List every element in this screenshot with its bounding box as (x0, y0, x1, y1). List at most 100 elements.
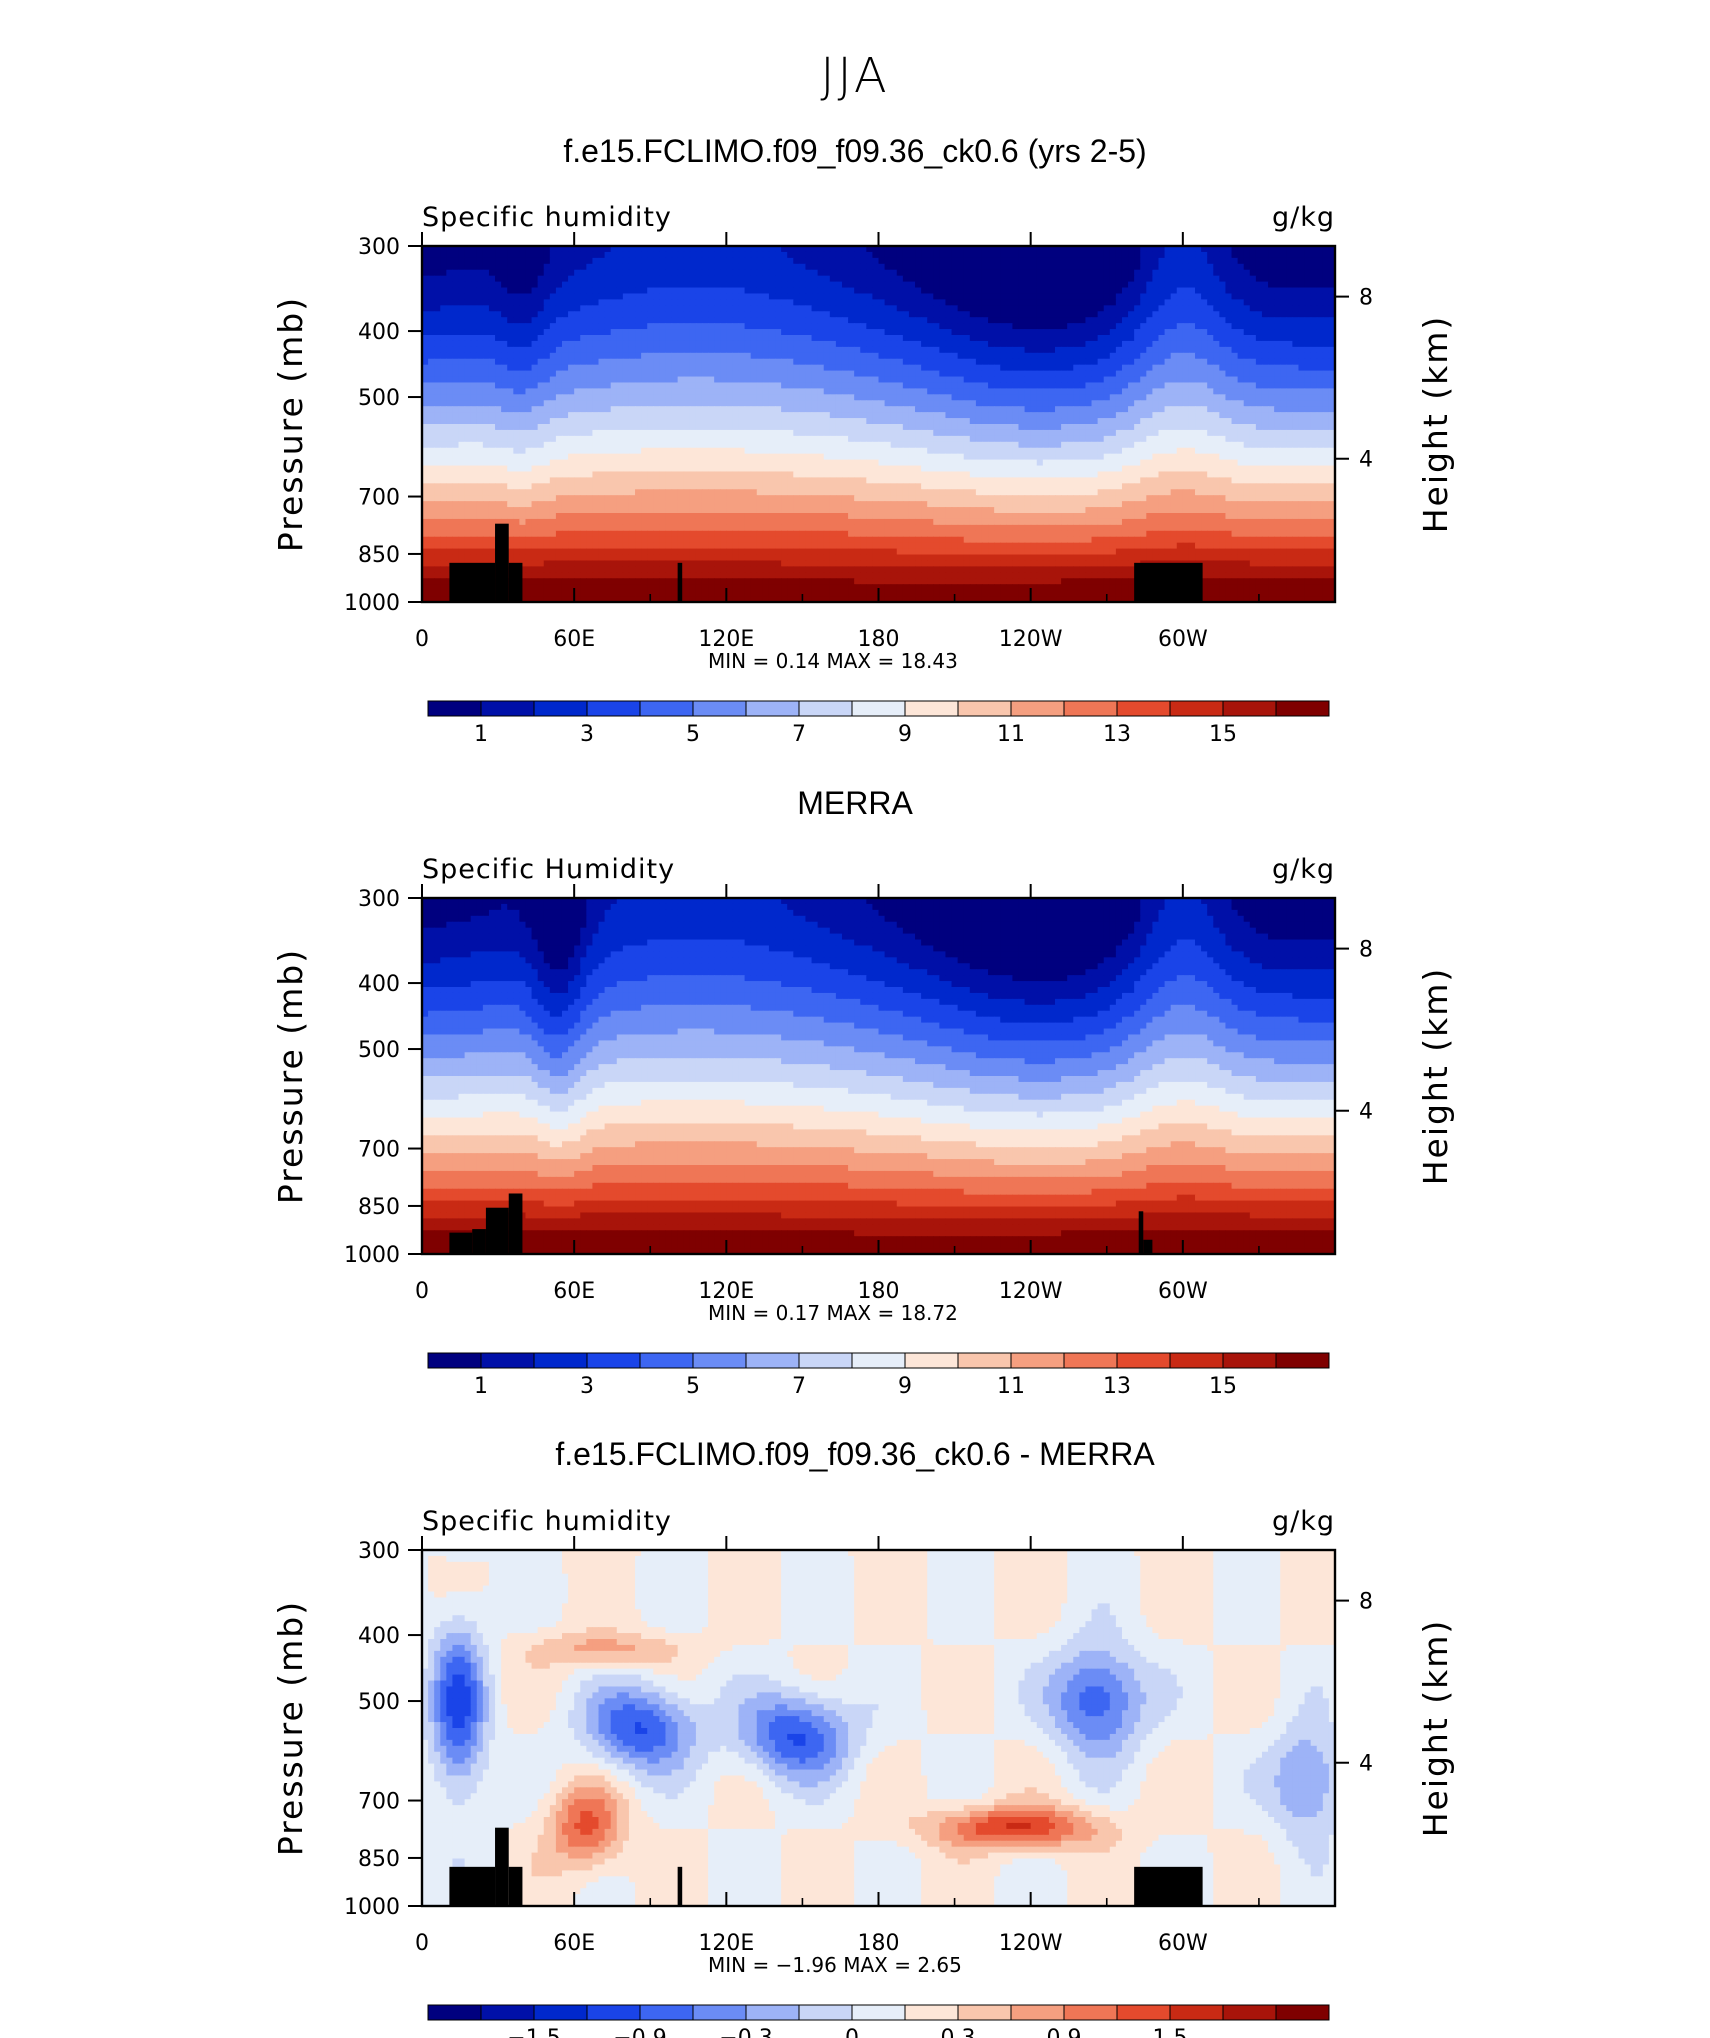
contour-cell (1238, 382, 1245, 389)
contour-cell (428, 311, 435, 318)
contour-cell (1238, 430, 1245, 437)
contour-cell (732, 293, 739, 300)
contour-cell (1286, 436, 1293, 443)
contour-cell (1268, 353, 1275, 360)
contour-cell (970, 353, 977, 360)
contour-cell (519, 252, 526, 259)
contour-cell (1213, 412, 1220, 419)
contour-cell (958, 258, 965, 265)
contour-cell (903, 406, 910, 413)
contour-cell (1171, 317, 1178, 324)
contour-cell (793, 311, 800, 318)
contour-cell (964, 276, 971, 283)
contour-cell (568, 311, 575, 318)
contour-cell (1110, 288, 1117, 295)
contour-cell (1213, 365, 1220, 372)
contour-cell (897, 359, 904, 366)
contour-cell (708, 258, 715, 265)
contour-cell (1238, 264, 1245, 271)
contour-cell (428, 365, 435, 372)
contour-cell (732, 388, 739, 395)
contour-cell (1049, 264, 1056, 271)
contour-cell (672, 400, 679, 407)
contour-cell (446, 323, 453, 330)
contour-cell (1152, 293, 1159, 300)
contour-cell (720, 412, 727, 419)
contour-cell (824, 270, 831, 277)
contour-cell (617, 293, 624, 300)
contour-cell (1110, 382, 1117, 389)
contour-cell (781, 377, 788, 384)
contour-cell (1219, 258, 1226, 265)
contour-cell (465, 377, 472, 384)
contour-cell (1268, 252, 1275, 259)
contour-cell (915, 359, 922, 366)
contour-cell (525, 341, 532, 348)
contour-cell (544, 299, 551, 306)
contour-cell (860, 353, 867, 360)
contour-cell (586, 264, 593, 271)
contour-cell (793, 288, 800, 295)
contour-cell (812, 264, 819, 271)
contour-cell (805, 412, 812, 419)
contour-cell (757, 365, 764, 372)
contour-cell (1286, 394, 1293, 401)
contour-cell (459, 270, 466, 277)
contour-cell (1305, 335, 1312, 342)
contour-cell (1298, 317, 1305, 324)
contour-cell (538, 377, 545, 384)
contour-cell (507, 323, 514, 330)
contour-cell (1195, 347, 1202, 354)
contour-cell (550, 412, 557, 419)
contour-cell (1067, 282, 1074, 289)
contour-cell (641, 424, 648, 431)
contour-cell (1268, 394, 1275, 401)
contour-cell (1098, 341, 1105, 348)
contour-cell (1073, 276, 1080, 283)
contour-cell (471, 341, 478, 348)
contour-cell (532, 412, 539, 419)
contour-cell (958, 270, 965, 277)
contour-cell (428, 394, 435, 401)
contour-cell (1067, 335, 1074, 342)
contour-cell (1085, 394, 1092, 401)
contour-cell (495, 305, 502, 312)
contour-cell (489, 418, 496, 425)
contour-cell (769, 359, 776, 366)
contour-cell (1250, 424, 1257, 431)
contour-cell (1250, 299, 1257, 306)
contour-cell (550, 299, 557, 306)
contour-cell (1025, 400, 1032, 407)
contour-cell (872, 430, 879, 437)
contour-cell (1092, 371, 1099, 378)
contour-cell (763, 406, 770, 413)
contour-cell (1225, 377, 1232, 384)
contour-cell (690, 305, 697, 312)
contour-cell (452, 353, 459, 360)
contour-cell (446, 371, 453, 378)
contour-cell (446, 418, 453, 425)
contour-cell (1225, 258, 1232, 265)
contour-cell (958, 406, 965, 413)
contour-cell (1043, 430, 1050, 437)
contour-cell (1280, 365, 1287, 372)
contour-cell (1110, 323, 1117, 330)
contour-cell (599, 436, 606, 443)
contour-cell (964, 424, 971, 431)
contour-cell (1025, 311, 1032, 318)
contour-cell (1256, 305, 1263, 312)
contour-cell (690, 418, 697, 425)
contour-cell (994, 276, 1001, 283)
contour-cell (952, 388, 959, 395)
contour-cell (1140, 382, 1147, 389)
contour-cell (860, 400, 867, 407)
contour-cell (665, 299, 672, 306)
contour-cell (1079, 288, 1086, 295)
contour-cell (836, 365, 843, 372)
contour-cell (629, 341, 636, 348)
contour-cell (964, 347, 971, 354)
contour-cell (848, 430, 855, 437)
contour-cell (647, 252, 654, 259)
contour-cell (696, 323, 703, 330)
contour-cell (1165, 418, 1172, 425)
